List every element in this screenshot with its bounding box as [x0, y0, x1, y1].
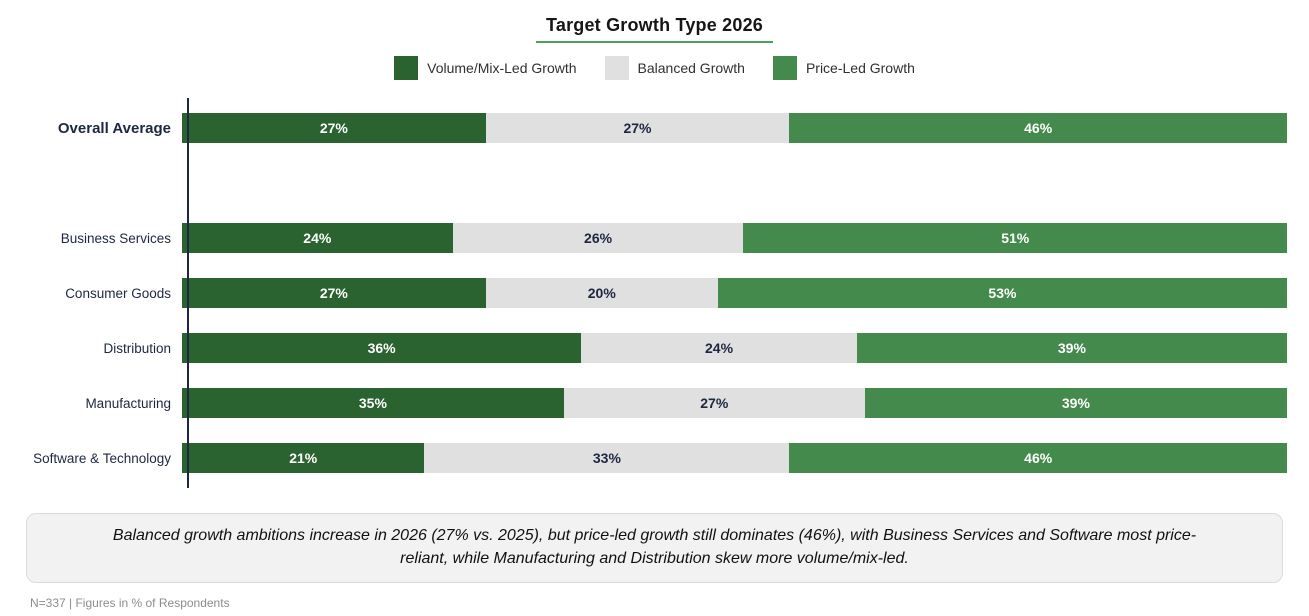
bar-segment: 26%	[452, 223, 744, 253]
segment-value-label: 51%	[1001, 230, 1030, 246]
bar-segment: 35%	[182, 388, 564, 418]
chart-rows: Overall Average 27% 27% 46% Business Service…	[0, 98, 1309, 473]
segment-value-label: 27%	[623, 120, 652, 136]
stacked-bar: 27% 27% 46%	[182, 113, 1287, 143]
segment-value-label: 26%	[584, 230, 613, 246]
legend-item: Volume/Mix-Led Growth	[394, 56, 577, 80]
legend-swatch-icon	[604, 56, 629, 80]
legend: Volume/Mix-Led Growth Balanced Growth Pric…	[0, 56, 1309, 80]
segment-value-label: 27%	[319, 120, 348, 136]
bar-segment: 36%	[182, 333, 582, 363]
legend-label: Volume/Mix-Led Growth	[427, 60, 577, 76]
title-area: Target Growth Type 2026	[0, 0, 1309, 43]
legend-item: Price-Led Growth	[772, 56, 915, 80]
bar-segment: 24%	[581, 333, 857, 363]
category-label: Manufacturing	[85, 395, 171, 411]
stacked-bar: 35% 27% 39%	[182, 388, 1288, 418]
stacked-bar: 24% 26% 51%	[182, 223, 1287, 253]
segment-value-label: 33%	[592, 450, 621, 466]
segment-value-label: 24%	[705, 340, 734, 356]
chart-row: Consumer Goods 27% 20% 53%	[0, 278, 1309, 308]
bar-segment: 39%	[856, 333, 1287, 363]
legend-swatch-icon	[772, 56, 797, 80]
bar-segment: 51%	[743, 223, 1287, 253]
source-note: N=337 | Figures in % of Respondents	[30, 596, 230, 611]
bar-segment: 33%	[424, 443, 790, 473]
category-label: Software & Technology	[33, 450, 171, 466]
category-label: Consumer Goods	[65, 285, 171, 301]
page-title: Target Growth Type 2026	[536, 15, 773, 43]
stacked-bar: 36% 24% 39%	[182, 333, 1287, 363]
legend-label: Price-Led Growth	[805, 60, 915, 76]
category-axis-line	[187, 98, 189, 488]
segment-value-label: 24%	[303, 230, 332, 246]
legend-swatch-icon	[394, 56, 419, 80]
chart-row: Overall Average 27% 27% 46%	[0, 113, 1309, 143]
segment-value-label: 46%	[1024, 450, 1053, 466]
segment-value-label: 35%	[358, 395, 387, 411]
stacked-bar: 27% 20% 53%	[182, 278, 1287, 308]
legend-label: Balanced Growth	[637, 60, 745, 76]
bar-segment: 46%	[789, 113, 1287, 143]
segment-value-label: 36%	[367, 340, 396, 356]
segment-value-label: 21%	[289, 450, 318, 466]
bar-segment: 27%	[485, 113, 790, 143]
segment-value-label: 27%	[319, 285, 348, 301]
legend-item: Balanced Growth	[604, 56, 745, 80]
chart-row: Software & Technology 21% 33% 46%	[0, 443, 1309, 473]
stacked-bar-chart: Overall Average 27% 27% 46% Business Service…	[0, 98, 1309, 488]
bar-segment: 46%	[789, 443, 1287, 473]
insight-text: Balanced growth ambitions increase in 20…	[112, 527, 1197, 568]
insight-callout-box: Balanced growth ambitions increase in 20…	[26, 513, 1283, 584]
segment-value-label: 39%	[1057, 340, 1086, 356]
bar-segment: 27%	[563, 388, 865, 418]
bar-segment: 53%	[717, 278, 1287, 308]
bar-segment: 39%	[864, 388, 1288, 418]
segment-value-label: 27%	[700, 395, 729, 411]
chart-row: Manufacturing 35% 27% 39%	[0, 388, 1309, 418]
bar-segment: 20%	[485, 278, 718, 308]
segment-value-label: 20%	[587, 285, 616, 301]
bar-segment: 24%	[182, 223, 453, 253]
category-label: Business Services	[60, 230, 171, 246]
segment-value-label: 39%	[1061, 395, 1090, 411]
bar-segment: 21%	[182, 443, 425, 473]
chart-row: Business Services 24% 26% 51%	[0, 223, 1309, 253]
segment-value-label: 46%	[1024, 120, 1053, 136]
bar-segment: 27%	[182, 278, 486, 308]
category-label: Overall Average	[57, 119, 171, 137]
chart-row: Distribution 36% 24% 39%	[0, 333, 1309, 363]
stacked-bar: 21% 33% 46%	[182, 443, 1287, 473]
category-label: Distribution	[103, 340, 171, 356]
segment-value-label: 53%	[988, 285, 1017, 301]
bar-segment: 27%	[182, 113, 486, 143]
